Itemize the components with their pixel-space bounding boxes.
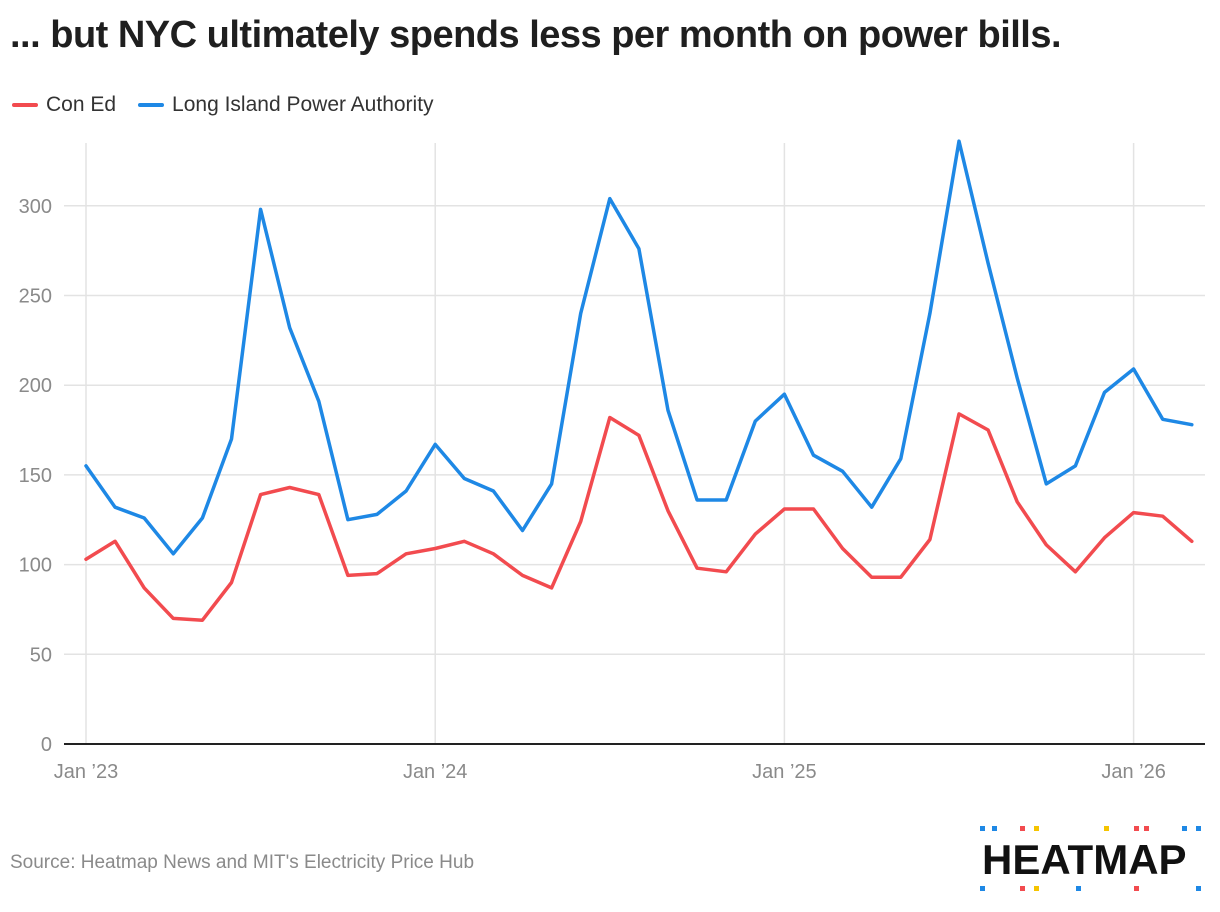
legend-swatch-lipa: [138, 103, 165, 107]
legend-label-con-ed: Con Ed: [46, 93, 117, 116]
x-tick-label-2: Jan ’25: [752, 761, 817, 783]
y-tick-label-0: 0: [41, 734, 52, 756]
legend-label-lipa: Long Island Power Authority: [172, 93, 434, 116]
y-tick-label-100: 100: [19, 555, 52, 577]
y-tick-label-200: 200: [19, 375, 52, 397]
chart-title: ... but NYC ultimately spends less per m…: [10, 14, 1062, 56]
y-tick-label-300: 300: [19, 196, 52, 218]
logo-dots-bottom: [980, 886, 1201, 891]
x-tick-label-0: Jan ’23: [54, 761, 119, 783]
y-tick-label-50: 50: [30, 644, 52, 666]
source-note: Source: Heatmap News and MIT's Electrici…: [10, 852, 475, 873]
legend-swatch-con-ed: [12, 103, 38, 107]
y-tick-label-250: 250: [19, 285, 52, 307]
x-tick-label-3: Jan ’26: [1101, 761, 1166, 783]
heatmap-logo: HEATMAP: [978, 826, 1210, 892]
series-line-con-ed: [84, 412, 1194, 622]
legend-item-lipa: Long Island Power Authority: [138, 93, 434, 117]
series-line-lipa: [84, 139, 1194, 556]
y-tick-label-150: 150: [19, 465, 52, 487]
logo-wordmark: HEATMAP: [982, 836, 1187, 883]
legend-item-con-ed: Con Ed: [12, 93, 116, 117]
legend: Con Ed Long Island Power Authority: [12, 93, 434, 117]
x-tick-label-1: Jan ’24: [403, 761, 468, 783]
logo-dots-top: [980, 826, 1201, 831]
